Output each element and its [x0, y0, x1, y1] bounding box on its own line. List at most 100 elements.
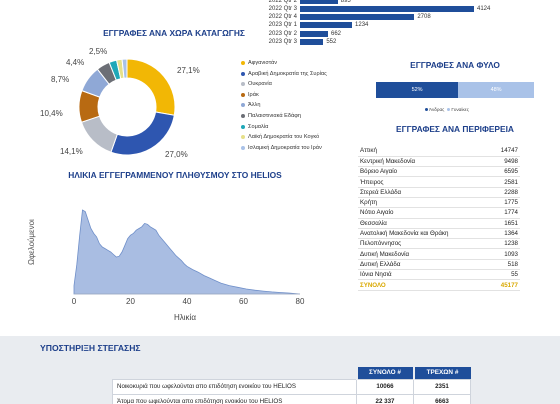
quarter-bar-value: 895	[340, 0, 351, 4]
legend-dot-icon	[241, 92, 245, 97]
quarter-bar-value: 1234	[355, 22, 369, 29]
pie-label-palestine: 4,4%	[66, 58, 85, 67]
region-name: Ανατολική Μακεδονία και Θράκη	[358, 228, 490, 240]
gender-bar: 52% 48%	[376, 82, 534, 98]
region-row: Ιόνια Νησιά 55	[358, 269, 520, 281]
region-row: Ήπειρος 2581	[358, 176, 520, 188]
pie-label-somalia: 2,5%	[89, 47, 108, 56]
male-legend-dot	[425, 108, 428, 111]
region-row: Ανατολική Μακεδονία και Θράκη 1364	[358, 228, 520, 240]
region-value: 9498	[489, 156, 520, 168]
quarter-bar	[300, 22, 353, 29]
country-legend-item: Ιράκ	[241, 92, 259, 98]
region-row: Κρήτη 1775	[358, 197, 520, 209]
pie-label-iraq: 10,4%	[40, 109, 63, 118]
legend-dot-icon	[241, 145, 245, 150]
legend-dot-icon	[241, 124, 245, 129]
country-chart-title: ΕΓΓΡΑΦΕΣ ΑΝΑ ΧΩΡΑ ΚΑΤΑΓΩΓΗΣ	[103, 28, 245, 38]
country-legend-label: Αραβική Δημοκρατία της Συρίας	[248, 70, 327, 77]
housing-support-title: ΥΠΟΣΤΗΡΙΞΗ ΣΤΕΓΑΣΗΣ	[40, 343, 141, 353]
region-total-value: 45177	[489, 279, 520, 291]
quarter-bar-row: 2023 Qtr 3 552	[258, 39, 336, 46]
region-value: 1775	[489, 197, 520, 209]
region-name: Στερεά Ελλάδα	[358, 187, 490, 198]
region-name: Κεντρική Μακεδονία	[358, 156, 490, 168]
region-row: Βόρειο Αιγαίο 6595	[358, 166, 520, 178]
region-value: 14747	[489, 146, 520, 157]
region-value: 1774	[489, 207, 520, 219]
quarter-bar-value: 552	[326, 39, 337, 45]
region-row: Δυτική Μακεδονία 1093	[358, 248, 520, 260]
pie-label-afghanistan: 27,1%	[177, 66, 200, 75]
quarter-bar-row: 2023 Qtr 2 662	[258, 30, 341, 37]
support-col-current: ΤΡΕΧΩΝ #	[412, 367, 471, 379]
region-value: 6595	[489, 166, 520, 178]
country-legend-item: Αφγανιστάν	[241, 60, 277, 66]
quarter-bar-label: 2023 Qtr 1	[268, 22, 297, 29]
male-legend-label: Άνδρας	[429, 107, 445, 112]
region-row: Θεσσαλία 1651	[358, 218, 520, 229]
legend-dot-icon	[241, 61, 245, 65]
region-row: Στερεά Ελλάδα 2288	[358, 187, 520, 198]
legend-dot-icon	[241, 103, 245, 108]
quarter-bar-value: 4124	[477, 5, 491, 12]
donut-slice	[121, 58, 128, 79]
support-row-total: 10066	[356, 378, 414, 395]
region-total-row: ΣΥΝΟΛΟ 45177	[358, 279, 520, 291]
pie-label-other: 8,7%	[51, 75, 70, 84]
region-name: Νότιο Αιγαίο	[358, 207, 490, 219]
support-row-total: 22 337	[356, 393, 414, 404]
region-name: Βόρειο Αιγαίο	[358, 166, 490, 178]
support-header-spacer	[113, 367, 357, 379]
quarter-bar-row: 2022 Qtr 3 4124	[258, 5, 490, 12]
quarter-bar-label: 2023 Qtr 3	[268, 39, 297, 45]
region-value: 2581	[489, 176, 520, 188]
region-value: 55	[489, 269, 520, 281]
region-name: Κρήτη	[358, 197, 490, 209]
quarter-bar-value: 2708	[417, 14, 431, 21]
age-area-series	[73, 209, 301, 295]
gender-bar-female: 48%	[458, 82, 534, 98]
quarter-bar-chart: 2022 Qtr 2 895 2022 Qtr 3 4124 2022 Qtr 4 270…	[258, 0, 498, 56]
quarter-bar	[300, 0, 338, 4]
region-row: Νότιο Αιγαίο 1774	[358, 207, 520, 219]
country-legend-label: Σομαλία	[248, 123, 269, 130]
x-tick-label: 20	[126, 297, 135, 306]
gender-male-pct: 52%	[411, 87, 423, 93]
country-legend-label: Ισλαμική Δημοκρατία του Ιράν	[248, 144, 322, 151]
region-name: Ήπειρος	[358, 176, 490, 188]
region-row: Αττική 14747	[358, 146, 520, 157]
country-legend-item: Άλλη	[241, 102, 260, 108]
quarter-bar-row: 2022 Qtr 2 895	[258, 0, 351, 4]
country-legend-label: Αφγανιστάν	[248, 60, 278, 66]
quarter-bar-label: 2023 Qtr 2	[268, 30, 297, 37]
country-legend-label: Άλλη	[248, 102, 261, 109]
country-legend: Αφγανιστάν Αραβική Δημοκρατία της Συρίας Ο…	[241, 60, 366, 160]
pie-label-syria: 27,0%	[165, 150, 188, 159]
support-row: Άτομα που ωφελούνται απο επιδότηση ενοικ…	[112, 393, 471, 404]
legend-dot-icon	[241, 114, 245, 118]
country-legend-item: Λαϊκή Δημοκρατία του Κογκό	[241, 134, 319, 140]
quarter-bar-label: 2022 Qtr 4	[268, 14, 297, 21]
country-legend-item: Ουκρανία	[241, 81, 272, 87]
country-legend-item: Αραβική Δημοκρατία της Συρίας	[241, 71, 327, 77]
support-row-current: 2351	[413, 378, 471, 395]
region-name: Δυτική Ελλάδα	[358, 259, 490, 271]
region-name: Δυτική Μακεδονία	[358, 248, 490, 260]
region-row: Πελοπόννησος 1238	[358, 238, 520, 250]
gender-legend: Άνδρας Γυναίκες	[425, 107, 469, 112]
legend-dot-icon	[241, 82, 245, 87]
gender-title: ΕΓΓΡΑΦΕΣ ΑΝΑ ΦΥΛΟ	[410, 60, 500, 70]
gender-female-pct: 48%	[490, 87, 502, 93]
housing-support-table: ΣΥΝΟΛΟ # ΤΡΕΧΩΝ # Νοικοκυριά που ωφελούν…	[112, 367, 471, 404]
gender-bar-male: 52%	[376, 82, 459, 98]
country-legend-label: Ουκρανία	[248, 81, 272, 88]
x-tick-label: 80	[296, 297, 305, 306]
region-value: 1364	[489, 228, 520, 240]
region-total-label: ΣΥΝΟΛΟ	[358, 279, 490, 291]
female-legend-label: Γυναίκες	[451, 107, 469, 112]
x-tick-label: 0	[72, 297, 77, 306]
region-name: Θεσσαλία	[358, 218, 490, 229]
quarter-bar	[300, 14, 415, 21]
region-value: 1651	[489, 218, 520, 229]
